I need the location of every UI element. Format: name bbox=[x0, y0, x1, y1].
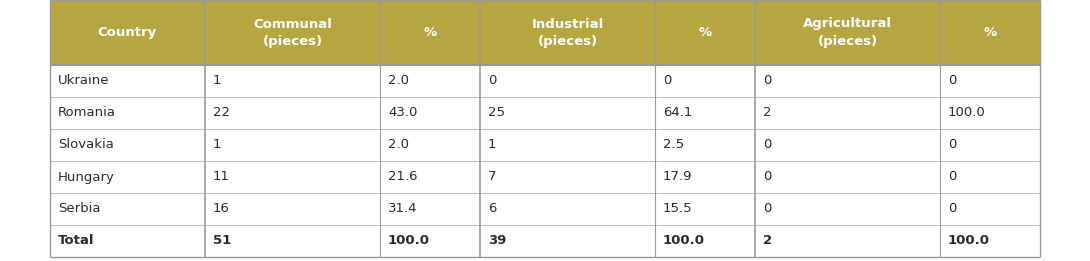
Bar bbox=[205, 161, 380, 193]
Bar bbox=[655, 97, 755, 129]
Text: 39: 39 bbox=[488, 234, 507, 247]
Bar bbox=[50, 0, 205, 65]
Text: 0: 0 bbox=[763, 170, 772, 183]
Text: 22: 22 bbox=[213, 106, 230, 120]
Text: 17.9: 17.9 bbox=[663, 170, 692, 183]
Text: %: % bbox=[423, 26, 437, 39]
Bar bbox=[755, 0, 940, 65]
Bar bbox=[480, 161, 655, 193]
Text: %: % bbox=[983, 26, 996, 39]
Text: 0: 0 bbox=[948, 139, 956, 151]
Text: 11: 11 bbox=[213, 170, 230, 183]
Bar bbox=[205, 0, 380, 65]
Bar bbox=[655, 193, 755, 225]
Bar bbox=[50, 97, 205, 129]
Text: 0: 0 bbox=[488, 74, 496, 87]
Text: Slovakia: Slovakia bbox=[58, 139, 113, 151]
Text: 15.5: 15.5 bbox=[663, 203, 692, 216]
Bar bbox=[480, 193, 655, 225]
Text: 64.1: 64.1 bbox=[663, 106, 692, 120]
Text: 2.5: 2.5 bbox=[663, 139, 685, 151]
Text: 0: 0 bbox=[948, 74, 956, 87]
Text: 100.0: 100.0 bbox=[388, 234, 429, 247]
Bar bbox=[480, 129, 655, 161]
Bar bbox=[655, 161, 755, 193]
Text: Serbia: Serbia bbox=[58, 203, 100, 216]
Text: Agricultural
(pieces): Agricultural (pieces) bbox=[803, 17, 892, 48]
Bar bbox=[50, 129, 205, 161]
Bar bbox=[380, 97, 480, 129]
Text: 21.6: 21.6 bbox=[388, 170, 417, 183]
Text: 2: 2 bbox=[763, 234, 772, 247]
Text: 1: 1 bbox=[213, 139, 221, 151]
Text: Country: Country bbox=[98, 26, 157, 39]
Text: 0: 0 bbox=[948, 170, 956, 183]
Text: Romania: Romania bbox=[58, 106, 116, 120]
Bar bbox=[205, 225, 380, 257]
Text: 1: 1 bbox=[213, 74, 221, 87]
Bar bbox=[380, 0, 480, 65]
Bar bbox=[755, 161, 940, 193]
Bar bbox=[940, 225, 1040, 257]
Text: Ukraine: Ukraine bbox=[58, 74, 109, 87]
Bar bbox=[480, 65, 655, 97]
Bar bbox=[655, 129, 755, 161]
Text: 100.0: 100.0 bbox=[663, 234, 705, 247]
Bar bbox=[50, 161, 205, 193]
Text: 2: 2 bbox=[763, 106, 772, 120]
Text: %: % bbox=[699, 26, 712, 39]
Bar bbox=[755, 65, 940, 97]
Bar bbox=[480, 0, 655, 65]
Bar bbox=[380, 161, 480, 193]
Bar bbox=[205, 97, 380, 129]
Text: 100.0: 100.0 bbox=[948, 234, 990, 247]
Text: 7: 7 bbox=[488, 170, 497, 183]
Text: 16: 16 bbox=[213, 203, 230, 216]
Bar bbox=[480, 225, 655, 257]
Text: 0: 0 bbox=[948, 203, 956, 216]
Text: Industrial
(pieces): Industrial (pieces) bbox=[532, 17, 604, 48]
Bar bbox=[940, 129, 1040, 161]
Bar bbox=[205, 65, 380, 97]
Bar bbox=[380, 129, 480, 161]
Text: 25: 25 bbox=[488, 106, 505, 120]
Bar bbox=[205, 129, 380, 161]
Bar bbox=[50, 193, 205, 225]
Bar bbox=[755, 225, 940, 257]
Text: 2.0: 2.0 bbox=[388, 74, 409, 87]
Bar bbox=[755, 97, 940, 129]
Text: 100.0: 100.0 bbox=[948, 106, 985, 120]
Bar bbox=[940, 0, 1040, 65]
Bar bbox=[380, 225, 480, 257]
Bar bbox=[940, 97, 1040, 129]
Bar bbox=[655, 65, 755, 97]
Bar bbox=[380, 193, 480, 225]
Text: 0: 0 bbox=[763, 74, 772, 87]
Bar bbox=[50, 65, 205, 97]
Text: Hungary: Hungary bbox=[58, 170, 114, 183]
Text: 51: 51 bbox=[213, 234, 231, 247]
Text: 2.0: 2.0 bbox=[388, 139, 409, 151]
Text: 6: 6 bbox=[488, 203, 496, 216]
Text: 0: 0 bbox=[663, 74, 671, 87]
Bar bbox=[380, 65, 480, 97]
Text: Communal
(pieces): Communal (pieces) bbox=[253, 17, 332, 48]
Bar bbox=[50, 225, 205, 257]
Bar bbox=[655, 225, 755, 257]
Text: 31.4: 31.4 bbox=[388, 203, 417, 216]
Bar bbox=[205, 193, 380, 225]
Bar bbox=[655, 0, 755, 65]
Text: 1: 1 bbox=[488, 139, 497, 151]
Bar bbox=[755, 129, 940, 161]
Bar bbox=[940, 161, 1040, 193]
Bar bbox=[940, 193, 1040, 225]
Text: Total: Total bbox=[58, 234, 95, 247]
Bar bbox=[755, 193, 940, 225]
Text: 43.0: 43.0 bbox=[388, 106, 417, 120]
Bar bbox=[480, 97, 655, 129]
Bar bbox=[940, 65, 1040, 97]
Text: 0: 0 bbox=[763, 203, 772, 216]
Text: 0: 0 bbox=[763, 139, 772, 151]
